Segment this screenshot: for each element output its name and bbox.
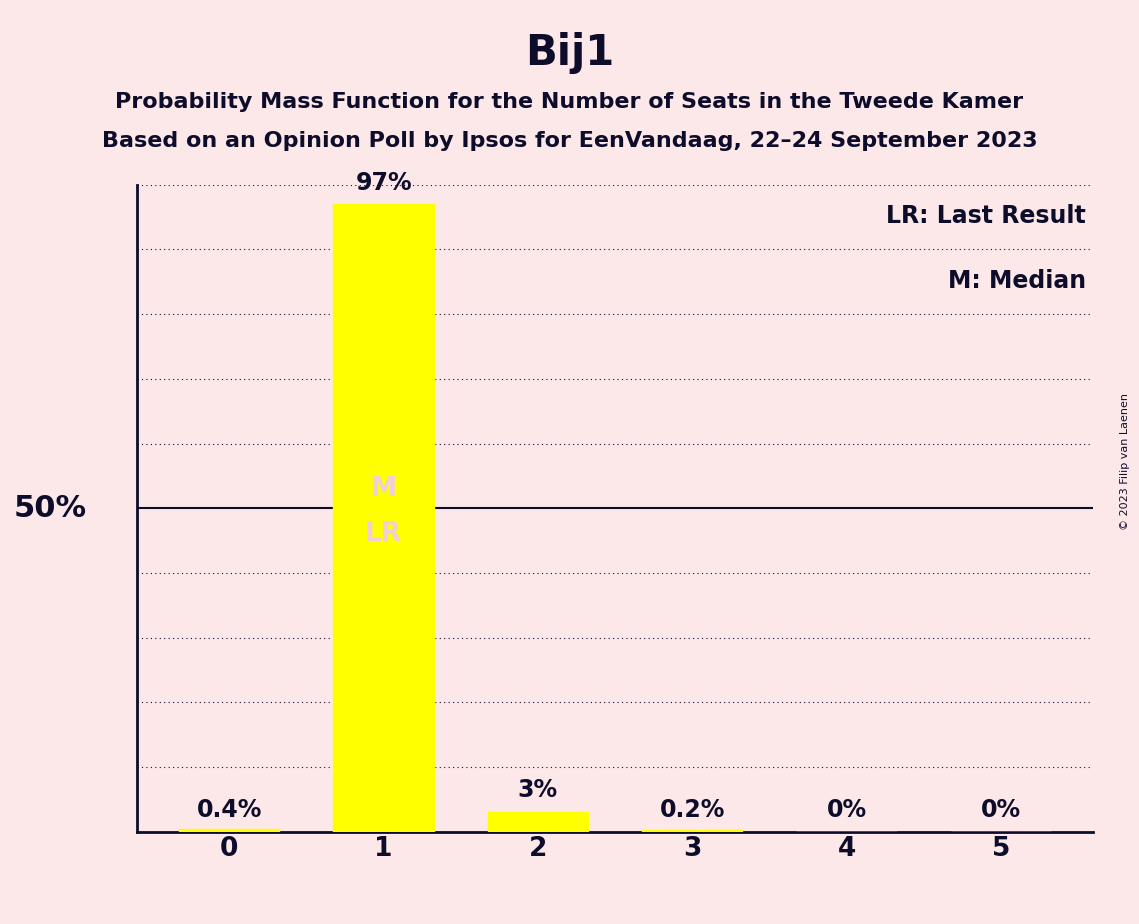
- Text: LR: Last Result: LR: Last Result: [886, 204, 1085, 228]
- Text: Probability Mass Function for the Number of Seats in the Tweede Kamer: Probability Mass Function for the Number…: [115, 92, 1024, 113]
- Text: 97%: 97%: [355, 171, 412, 194]
- Text: 0.4%: 0.4%: [197, 798, 262, 822]
- Text: LR: LR: [366, 521, 402, 547]
- Text: 0.2%: 0.2%: [659, 798, 724, 822]
- Text: M: Median: M: Median: [948, 269, 1085, 293]
- Text: 50%: 50%: [14, 493, 88, 523]
- Text: Based on an Opinion Poll by Ipsos for EenVandaag, 22–24 September 2023: Based on an Opinion Poll by Ipsos for Ee…: [101, 131, 1038, 152]
- Text: © 2023 Filip van Laenen: © 2023 Filip van Laenen: [1120, 394, 1130, 530]
- Text: 0%: 0%: [827, 798, 867, 822]
- Bar: [334, 204, 434, 832]
- Bar: [487, 812, 588, 832]
- Text: 3%: 3%: [518, 779, 558, 802]
- Text: 0%: 0%: [981, 798, 1021, 822]
- Text: Bij1: Bij1: [525, 32, 614, 74]
- Text: M: M: [370, 476, 396, 502]
- Bar: [642, 831, 743, 832]
- Bar: [179, 829, 279, 832]
